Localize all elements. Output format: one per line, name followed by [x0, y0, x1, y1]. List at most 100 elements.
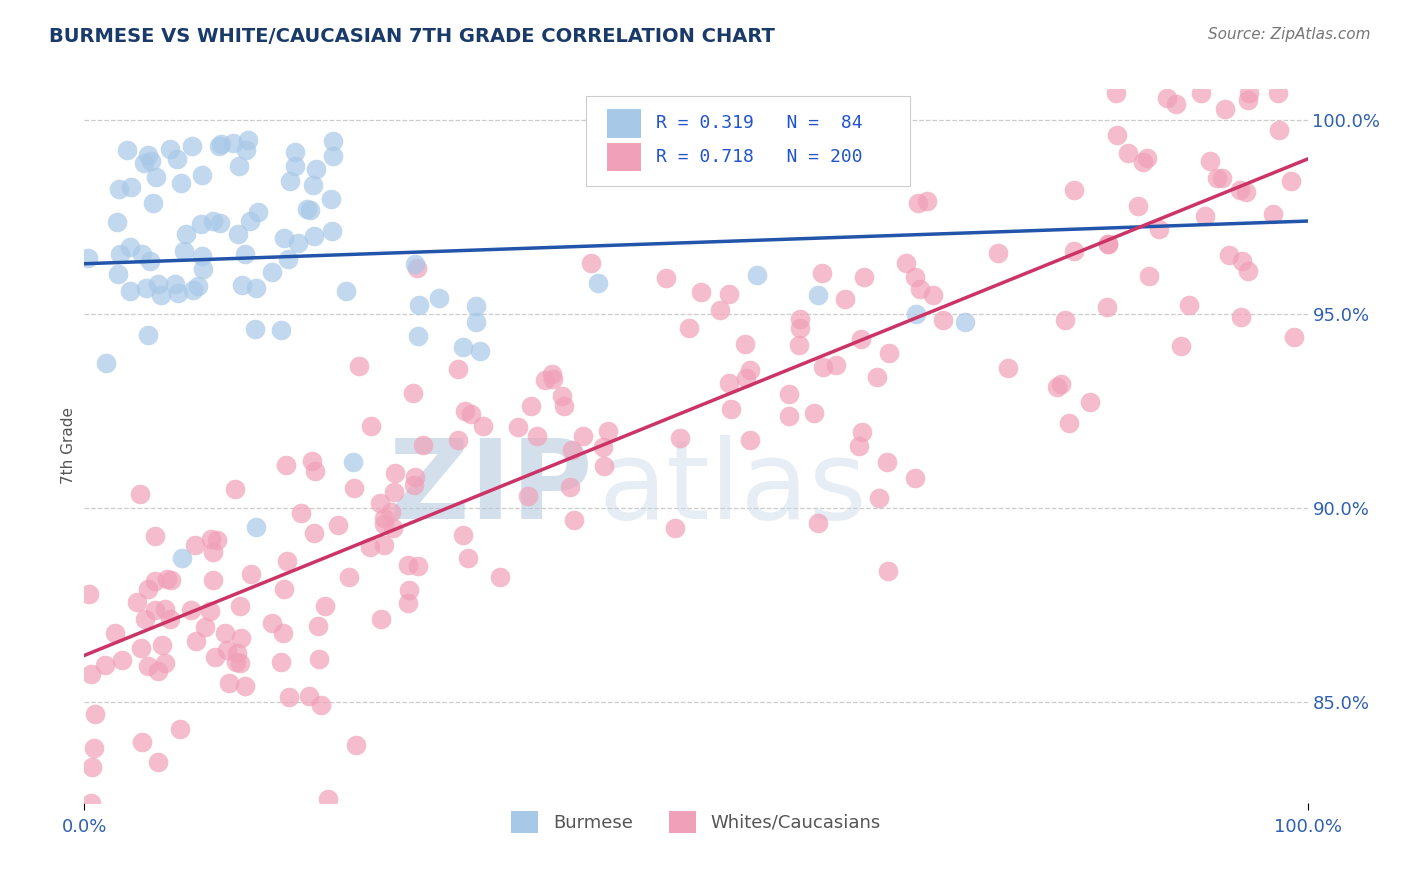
Point — [953, 315, 976, 329]
Point — [184, 538, 207, 552]
Point — [118, 284, 141, 298]
Point — [143, 603, 166, 617]
Point — [77, 587, 100, 601]
Point — [153, 602, 176, 616]
Point — [270, 655, 292, 669]
Point — [260, 265, 283, 279]
Point — [451, 528, 474, 542]
Point — [107, 182, 129, 196]
Point — [803, 407, 825, 421]
Point — [218, 676, 240, 690]
Point — [335, 284, 357, 298]
Point — [159, 612, 181, 626]
Point — [1237, 264, 1260, 278]
Point — [520, 399, 543, 413]
Point — [245, 281, 267, 295]
Point — [359, 541, 381, 555]
Point — [80, 796, 103, 810]
Point — [172, 551, 194, 566]
Point — [404, 469, 426, 483]
Point — [1211, 171, 1233, 186]
Point — [228, 227, 250, 241]
Point — [1054, 313, 1077, 327]
Point — [408, 298, 430, 312]
Point — [155, 572, 177, 586]
Point — [347, 359, 370, 374]
Point — [904, 270, 927, 285]
Point — [309, 698, 332, 712]
Point — [278, 173, 301, 187]
Point — [245, 520, 267, 534]
Text: atlas: atlas — [598, 435, 866, 542]
Point — [398, 583, 420, 598]
Point — [740, 434, 762, 448]
Point — [564, 513, 586, 527]
Point — [166, 152, 188, 166]
Point — [274, 458, 297, 472]
Point — [778, 387, 800, 401]
Point — [129, 487, 152, 501]
Point — [1046, 379, 1069, 393]
Point — [586, 276, 609, 290]
Point — [429, 291, 451, 305]
Point — [134, 612, 156, 626]
Point — [402, 386, 425, 401]
Point — [105, 215, 128, 229]
Point — [1156, 91, 1178, 105]
Point — [229, 656, 252, 670]
Point — [173, 244, 195, 259]
Point — [876, 455, 898, 469]
Point — [136, 328, 159, 343]
Point — [194, 620, 217, 634]
Point — [384, 467, 406, 481]
Point — [191, 261, 214, 276]
Point — [318, 791, 340, 805]
Point — [231, 278, 253, 293]
Point — [664, 520, 686, 534]
Point — [396, 596, 419, 610]
Point — [308, 652, 330, 666]
Point — [298, 203, 321, 218]
Point — [849, 332, 872, 346]
Point — [1232, 254, 1254, 268]
Point — [1239, 86, 1261, 100]
FancyBboxPatch shape — [606, 143, 641, 171]
Point — [1170, 339, 1192, 353]
Point — [668, 431, 690, 445]
Point — [201, 574, 224, 588]
Point — [533, 373, 555, 387]
Point — [1097, 236, 1119, 251]
Point — [200, 532, 222, 546]
Point — [1107, 128, 1129, 142]
Point — [506, 419, 529, 434]
Point — [1267, 122, 1289, 136]
Point — [1237, 93, 1260, 107]
Point — [869, 491, 891, 505]
Point — [136, 659, 159, 673]
Point — [136, 148, 159, 162]
Point — [326, 517, 349, 532]
Point — [322, 149, 344, 163]
Point — [174, 227, 197, 241]
Point — [596, 424, 619, 438]
Point — [1218, 248, 1240, 262]
Point — [373, 517, 395, 532]
Point — [879, 345, 901, 359]
Point — [233, 679, 256, 693]
Point — [1263, 207, 1285, 221]
Point — [240, 567, 263, 582]
Point — [207, 533, 229, 547]
Point — [337, 570, 360, 584]
Point — [470, 343, 492, 358]
Point — [180, 138, 202, 153]
Point — [115, 143, 138, 157]
Point — [1050, 376, 1073, 391]
Point — [295, 202, 318, 217]
Point — [145, 529, 167, 543]
Point — [183, 283, 205, 297]
Point — [402, 478, 425, 492]
Point — [904, 471, 927, 485]
Point — [246, 205, 269, 219]
Point — [80, 667, 103, 681]
Point — [1194, 210, 1216, 224]
